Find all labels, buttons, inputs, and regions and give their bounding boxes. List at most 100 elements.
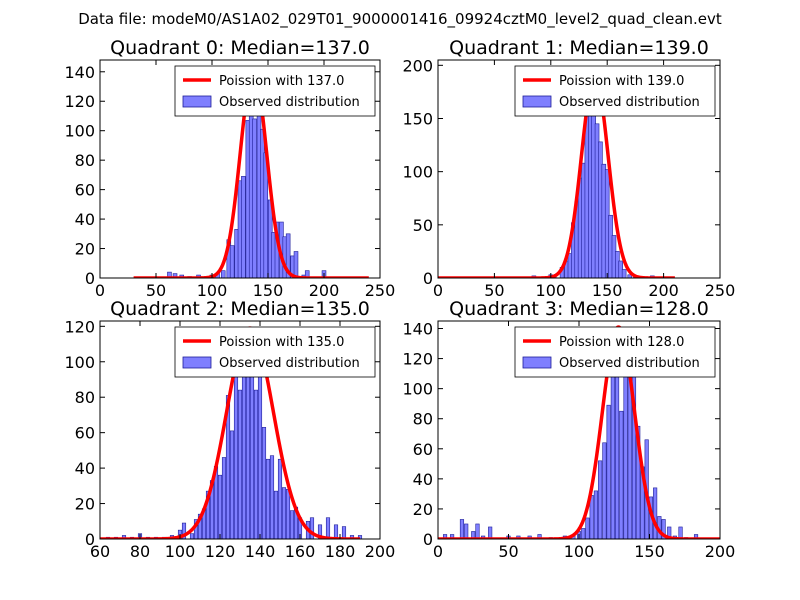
bar xyxy=(265,458,271,539)
y-tick-label: 120 xyxy=(64,92,95,111)
bar xyxy=(281,487,287,539)
panel-title: Quadrant 0: Median=137.0 xyxy=(110,37,370,59)
bar xyxy=(253,389,259,539)
x-tick-label: 150 xyxy=(634,542,665,561)
x-tick-label: 100 xyxy=(564,542,595,561)
bar xyxy=(606,404,611,539)
legend-box xyxy=(174,326,376,378)
figure-suptitle: Data file: modeM0/AS1A02_029T01_90000014… xyxy=(78,10,722,29)
x-tick-label: 100 xyxy=(197,281,228,300)
bar xyxy=(610,376,615,539)
y-tick-label: 50 xyxy=(413,216,433,235)
x-tick-label: 250 xyxy=(365,281,396,300)
bar xyxy=(293,251,299,278)
panel-1: 0 50 100 150 200 250 0 50 100 150 200 Quadrant 1: M… xyxy=(402,37,735,300)
bar xyxy=(585,517,590,539)
x-tick-label: 120 xyxy=(205,542,236,561)
axes-frame xyxy=(99,59,381,279)
axes-frame xyxy=(99,320,381,540)
y-tick-label: 20 xyxy=(413,500,433,519)
y-tick-label: 60 xyxy=(75,181,95,200)
bar xyxy=(273,490,279,539)
bar xyxy=(317,524,323,539)
y-tick-label: 40 xyxy=(75,210,95,229)
bar xyxy=(357,535,363,539)
y-tick-label: 100 xyxy=(64,353,95,372)
y-tick-label: 40 xyxy=(413,470,433,489)
bar xyxy=(233,375,239,539)
legend: Poission with 128.0 Observed distribution xyxy=(514,326,716,378)
y-tick-label: 140 xyxy=(64,63,95,82)
x-tick-label: 200 xyxy=(705,542,736,561)
y-tick-label: 0 xyxy=(423,269,433,288)
x-tick-label: 180 xyxy=(325,542,356,561)
bar xyxy=(593,490,598,539)
y-tick-label: 120 xyxy=(64,317,95,336)
x-tick-label: 200 xyxy=(648,281,679,300)
bar xyxy=(333,524,339,539)
y-tick-label: 0 xyxy=(423,530,433,549)
bar xyxy=(464,523,469,539)
y-tick-label: 150 xyxy=(402,109,433,128)
bar xyxy=(653,487,658,539)
poisson-curve xyxy=(438,74,677,278)
bar xyxy=(304,270,310,278)
legend-box xyxy=(514,65,716,117)
bar xyxy=(661,519,666,539)
x-tick-label: 250 xyxy=(705,281,736,300)
bar xyxy=(475,523,480,539)
y-tick-label: 40 xyxy=(75,459,95,478)
y-tick-label: 0 xyxy=(85,269,95,288)
bar xyxy=(277,458,283,539)
x-tick-label: 200 xyxy=(309,281,340,300)
bar xyxy=(602,442,607,539)
y-tick-label: 140 xyxy=(402,320,433,339)
bar xyxy=(621,269,627,278)
legend-entry-bars: Observed distribution xyxy=(559,95,700,110)
bar xyxy=(289,510,295,539)
legend-bar-swatch xyxy=(182,95,212,108)
bar xyxy=(217,474,223,539)
bar xyxy=(325,517,331,539)
bar xyxy=(121,535,127,539)
y-tick-label: 20 xyxy=(75,240,95,259)
y-tick-label: 80 xyxy=(413,410,433,429)
panel-2: 60 80 100 120 140 160 180 200 0 20 40 60 80 100 120 Qua… xyxy=(64,298,395,561)
x-tick-label: 0 xyxy=(95,281,105,300)
x-tick-label: 0 xyxy=(433,281,443,300)
bar xyxy=(229,430,235,539)
panel-3: 0 50 100 150 200 0 20 40 60 80 100 120 140 Quadrant 3… xyxy=(402,298,735,561)
legend-entry-bars: Observed distribution xyxy=(219,95,360,110)
x-tick-label: 200 xyxy=(365,542,396,561)
y-tick-label: 120 xyxy=(402,350,433,369)
x-tick-label: 100 xyxy=(165,542,196,561)
bar xyxy=(241,176,246,278)
y-tick-label: 0 xyxy=(85,530,95,549)
bar xyxy=(341,526,347,539)
legend-bar-swatch xyxy=(522,95,552,108)
bar xyxy=(615,373,620,539)
legend-box xyxy=(514,326,716,378)
bar xyxy=(269,455,275,539)
x-tick-label: 80 xyxy=(130,542,150,561)
bar xyxy=(229,245,235,278)
bar xyxy=(488,526,493,539)
y-tick-label: 80 xyxy=(75,388,95,407)
bar xyxy=(285,489,291,539)
bar xyxy=(249,357,255,539)
curve-group xyxy=(438,325,720,539)
bar xyxy=(220,270,226,278)
curve-group xyxy=(438,74,677,278)
bar xyxy=(619,410,624,539)
legend-entry-bars: Observed distribution xyxy=(219,356,360,371)
y-tick-label: 100 xyxy=(64,122,95,141)
x-tick-label: 140 xyxy=(245,542,276,561)
poisson-curve xyxy=(438,325,720,539)
panel-0: 0 50 100 150 200 250 0 20 40 60 80 100 120 140 Quadran… xyxy=(64,37,395,300)
bar xyxy=(189,533,195,539)
legend-entry-curve: Poission with 137.0 xyxy=(219,74,344,89)
bar xyxy=(252,118,257,278)
legend-bar-swatch xyxy=(182,356,212,369)
y-tick-label: 60 xyxy=(413,440,433,459)
x-tick-label: 60 xyxy=(90,542,110,561)
